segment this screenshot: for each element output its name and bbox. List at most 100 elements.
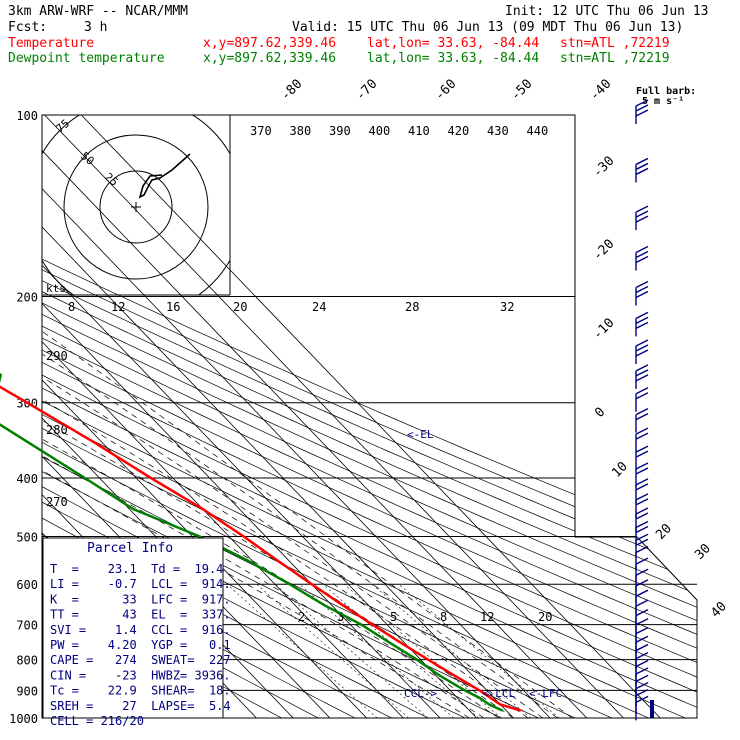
isotherm-label: -10 [590,316,617,343]
wind-barb-flag [635,635,649,643]
isotherm-line [42,115,514,718]
pressure-label: 100 [16,109,38,123]
mixing-ratio-label: 12 [111,300,125,314]
mixing-ratio-label: 16 [166,300,180,314]
theta-label: 370 [250,124,272,138]
dry-adiabat [42,127,697,718]
theta-label: 440 [527,124,549,138]
wind-barb-flag [635,445,649,453]
wind-barb-flag [635,478,649,486]
dewpoint-legend-label: Dewpoint temperature [8,51,165,66]
dewpoint-station: stn=ATL ,72219 [560,51,670,66]
mixing-ratio-line [274,583,429,718]
wind-barb-flag [635,99,649,107]
parcel-info-row: K = 33 LFC = 917. [50,592,231,606]
dry-adiabat [42,127,697,718]
pressure-label: 1000 [9,712,38,726]
dewpoint-profile [0,372,504,712]
mixing-ratio-label: 24 [312,300,326,314]
pressure-label: 400 [16,472,38,486]
wind-barb-flag [635,568,649,576]
isotherm-line [42,115,367,718]
wind-barb-flag [635,210,649,218]
theta-label: 380 [290,124,312,138]
isotherm-label: 20 [653,521,675,543]
wind-barb-flag [635,667,649,675]
wind-barb-flag [635,483,649,491]
dewpoint-xy: x,y=897.62,339.46 [203,51,336,66]
wind-barb-flag [635,498,649,506]
ccl-marker: CCL-> [404,687,437,700]
isotherm-line [42,115,588,718]
isotherm-label: -60 [432,77,459,104]
wind-barb-flag [635,167,649,176]
isotherm-label: -20 [590,237,617,264]
wind-barb-flag [635,321,649,329]
pressure-label: 500 [16,530,38,544]
wind-barb-flag [635,255,649,264]
theta-label: 390 [329,124,351,138]
wind-barb-flag [635,349,649,357]
wind-barb-flag [635,695,649,703]
temperature-station: stn=ATL ,72219 [560,36,670,51]
pressure-label: 900 [16,684,38,698]
wind-barb-flag [635,651,649,660]
valid-time: Valid: 15 UTC Thu 06 Jun 13 (09 MDT Thu … [292,20,683,35]
theta-label: 280 [46,423,68,437]
wind-barb-flag [635,205,649,213]
parcel-info-row: TT = 43 EL = 337. [50,608,231,622]
dry-adiabat [42,127,697,718]
lcl-marker: <-LCL [482,687,515,700]
wind-barb-flag [635,507,649,515]
wind-barb-flag [635,374,649,382]
el-marker: <-EL [407,428,434,441]
wind-barb-flag [635,316,649,324]
dry-adiabat [42,127,697,718]
wind-barb-flag [635,627,649,635]
dry-adiabat [42,127,697,718]
wind-barb-flag [635,659,649,668]
isotherm-label: 0 [592,405,608,421]
dry-adiabat [42,127,697,718]
isotherm-line [42,115,441,718]
theta-label: 400 [369,124,391,138]
wind-barb-flag [635,618,649,626]
isotherm-label: -40 [587,77,614,104]
dry-adiabat [42,127,697,718]
wind-barb-flag [635,413,649,421]
isotherm-label: -70 [353,77,380,104]
wind-barb-flag [635,450,649,458]
dry-adiabat [42,127,697,718]
mixing-ratio-label: 8 [440,610,447,624]
theta-label: 410 [408,124,430,138]
temperature-legend-label: Temperature [8,36,94,51]
model-title: 3km ARW-WRF -- NCAR/MMM [8,4,188,19]
theta-label: 420 [448,124,470,138]
parcel-info-row: LI = -0.7 LCL = 914. [50,577,231,591]
temperature-xy: x,y=897.62,339.46 [203,36,336,51]
dry-adiabat [42,127,306,718]
isotherm-line [42,115,331,718]
forecast-label: Fcst: [8,20,47,35]
theta-labels: 370 380 390 400 410 420 430 440 290 280 270 [46,124,548,509]
wind-barb-flag [635,493,649,501]
dry-adiabat [42,127,697,718]
temperature-profile [0,385,522,712]
isotherm-line [42,115,404,718]
mixing-ratio-label: 20 [538,610,552,624]
wind-barb-flag [635,681,649,690]
wind-barb-flag [635,369,649,377]
wind-barb-flag [635,599,649,607]
dry-adiabat [42,127,697,718]
isotherm-line [42,115,477,718]
mixing-ratio-label: 2 [298,610,305,624]
parcel-info-row: PW = 4.20 YGP = 0.1 [50,638,231,652]
wind-barbs [635,99,654,721]
parcel-info-row: T = 23.1 Td = 19.4 [50,562,223,576]
theta-label: 430 [487,124,509,138]
parcel-info-row: CELL = 216/20 [50,714,144,728]
pressure-label: 600 [16,578,38,592]
isotherm-line [44,115,624,718]
isotherm-label: -30 [590,154,617,181]
wind-barb-flag [635,674,649,683]
